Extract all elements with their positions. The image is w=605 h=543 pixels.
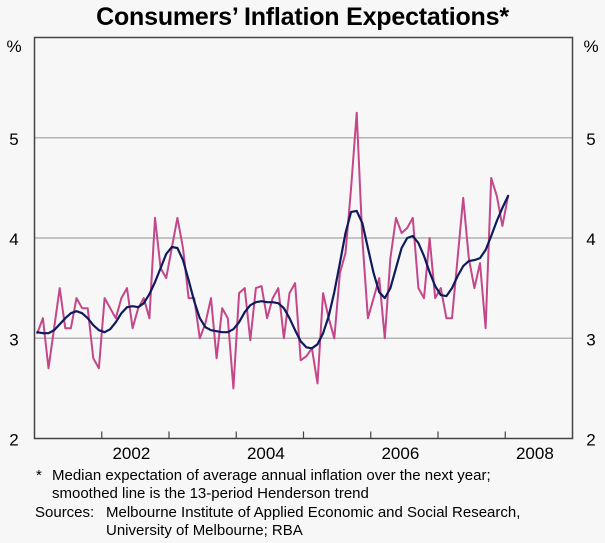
x-tick-label: 2006: [381, 444, 419, 463]
y-tick-label-left: 5: [9, 130, 18, 149]
y-unit-label-left: %: [6, 37, 21, 56]
footnote-line-2: smoothed line is the 13-period Henderson…: [52, 485, 369, 502]
x-tick-label: 2008: [516, 444, 554, 463]
footnote-line-1: Median expectation of average annual inf…: [52, 467, 491, 484]
sources-line-2: University of Melbourne; RBA: [106, 522, 303, 539]
y-tick-label-right: 2: [586, 431, 595, 450]
footnote-star: *: [36, 467, 42, 484]
y-tick-label-right: 4: [586, 230, 595, 249]
x-tick-label: 2004: [247, 444, 285, 463]
y-tick-label-left: 4: [9, 230, 18, 249]
y-tick-label-left: 2: [9, 431, 18, 450]
series-line-expectations: [36, 111, 510, 390]
chart-title: Consumers’ Inflation Expectations*: [96, 3, 509, 31]
series-line-henderson-trend: [36, 194, 510, 350]
line-chart: 2 2 3 3 4 4 5 5% % 2002 2004 2006 2008: [6, 36, 599, 463]
y-tick-label-right: 3: [586, 330, 595, 349]
y-unit-label-right: %: [583, 37, 598, 56]
y-tick-label-right: 5: [586, 130, 595, 149]
sources-label: Sources:: [35, 504, 95, 521]
y-tick-label-left: 3: [9, 330, 18, 349]
sources-line-1: Melbourne Institute of Applied Economic …: [106, 504, 521, 521]
x-tick-label: 2002: [112, 444, 150, 463]
